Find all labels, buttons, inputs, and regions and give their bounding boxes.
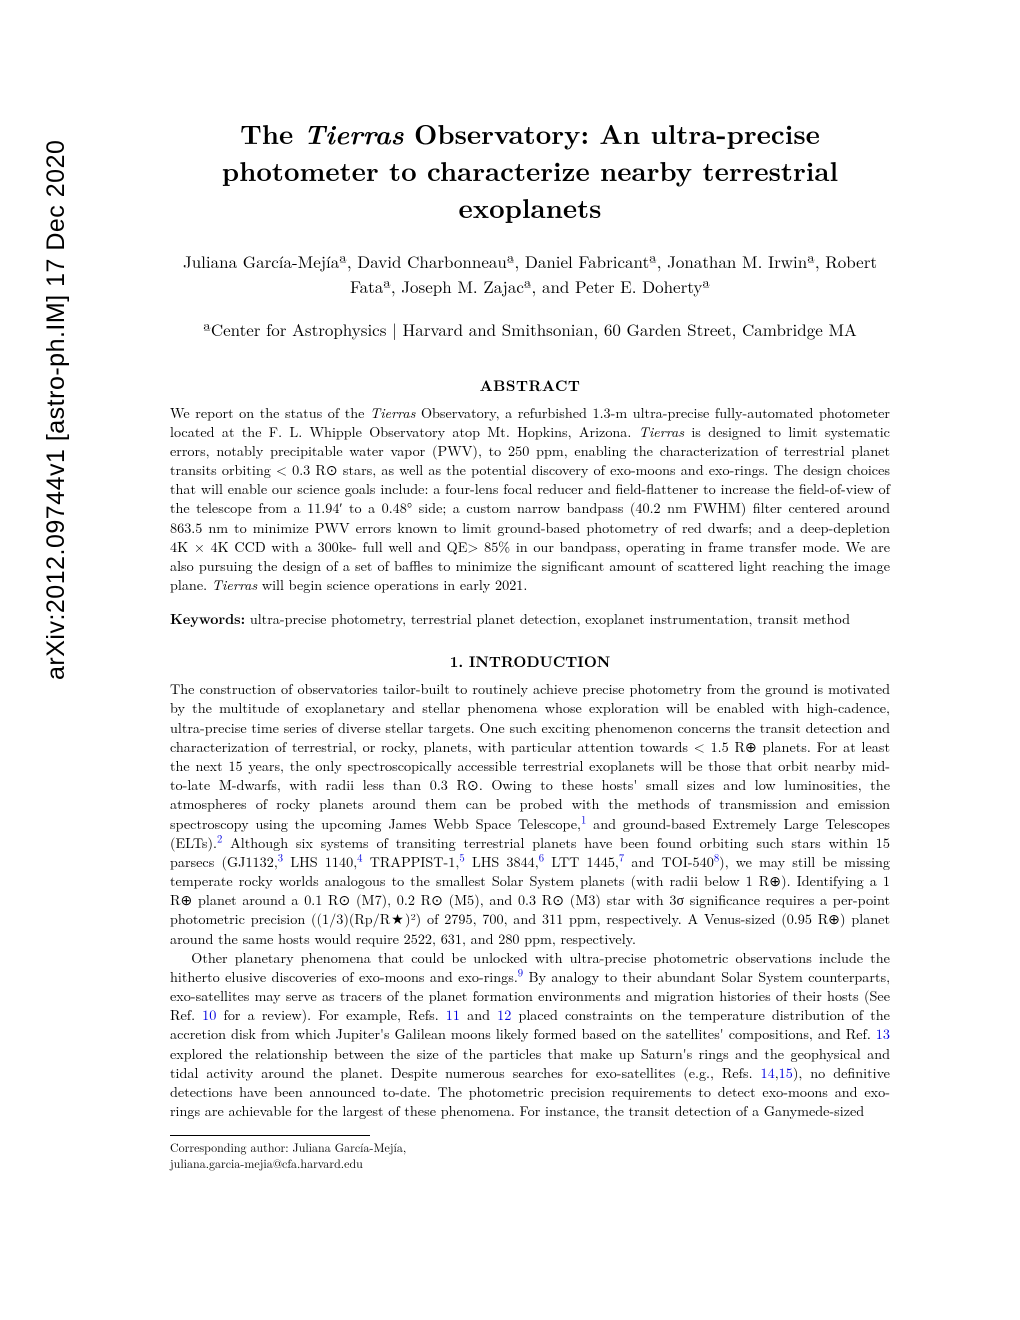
citation-12[interactable]: 12 — [497, 1005, 511, 1025]
para1-text-h: and TOI-540 — [624, 852, 714, 872]
para1-text-g: LTT 1445, — [544, 852, 619, 872]
citation-10[interactable]: 10 — [202, 1005, 216, 1025]
title-italic: Tierras — [304, 114, 404, 153]
paper-title: The Tierras Observatory: An ultra-precis… — [170, 115, 890, 225]
footnote-email: juliana.garcia-mejia@cfa.harvard.edu — [170, 1156, 890, 1172]
footnote-corresponding-author: Corresponding author: Juliana García-Mej… — [170, 1140, 890, 1156]
abstract-part-3: is designed to limit systematic errors, … — [170, 422, 890, 595]
footnote-separator — [170, 1135, 370, 1136]
para1-text-a: The construction of observatories tailor… — [170, 679, 890, 833]
authors: Juliana García-Mejíaª, David Charbonneau… — [170, 249, 890, 298]
para1-text-f: LHS 3844, — [465, 852, 539, 872]
citation-14[interactable]: 14 — [760, 1063, 774, 1083]
paragraph-2: Other planetary phenomena that could be … — [170, 949, 890, 1122]
section-1-heading: 1. INTRODUCTION — [170, 651, 890, 672]
page-content: The Tierras Observatory: An ultra-precis… — [0, 0, 1020, 1233]
para1-text-e: TRAPPIST-1, — [362, 852, 459, 872]
authors-line-2: Fataª, Joseph M. Zajacª, and Peter E. Do… — [350, 274, 710, 298]
para2-text-c: for a review). For example, Refs. — [216, 1005, 445, 1025]
paragraph-1: The construction of observatories tailor… — [170, 680, 890, 948]
abstract-italic-1: Tierras — [370, 403, 415, 423]
abstract-heading: ABSTRACT — [170, 375, 890, 396]
authors-line-1: Juliana García-Mejíaª, David Charbonneau… — [183, 249, 877, 273]
abstract-part-1: We report on the status of the — [170, 403, 370, 423]
affiliation: ªCenter for Astrophysics | Harvard and S… — [170, 317, 890, 341]
abstract-text: We report on the status of the Tierras O… — [170, 404, 890, 596]
para2-text-d: and — [460, 1005, 497, 1025]
keywords-label: Keywords: — [170, 609, 245, 629]
keywords: Keywords: ultra-precise photometry, terr… — [170, 609, 890, 629]
citation-11[interactable]: 11 — [446, 1005, 460, 1025]
para1-text-d: LHS 1140, — [283, 852, 357, 872]
abstract-italic-2: Tierras — [639, 422, 684, 442]
citation-15[interactable]: 15 — [779, 1063, 793, 1083]
keywords-text: ultra-precise photometry, terrestrial pl… — [245, 609, 850, 629]
abstract-italic-3: Tierras — [212, 575, 257, 595]
title-text-prefix: The — [240, 113, 303, 152]
abstract-part-4: will begin science operations in early 2… — [257, 575, 527, 595]
citation-13[interactable]: 13 — [876, 1024, 890, 1044]
